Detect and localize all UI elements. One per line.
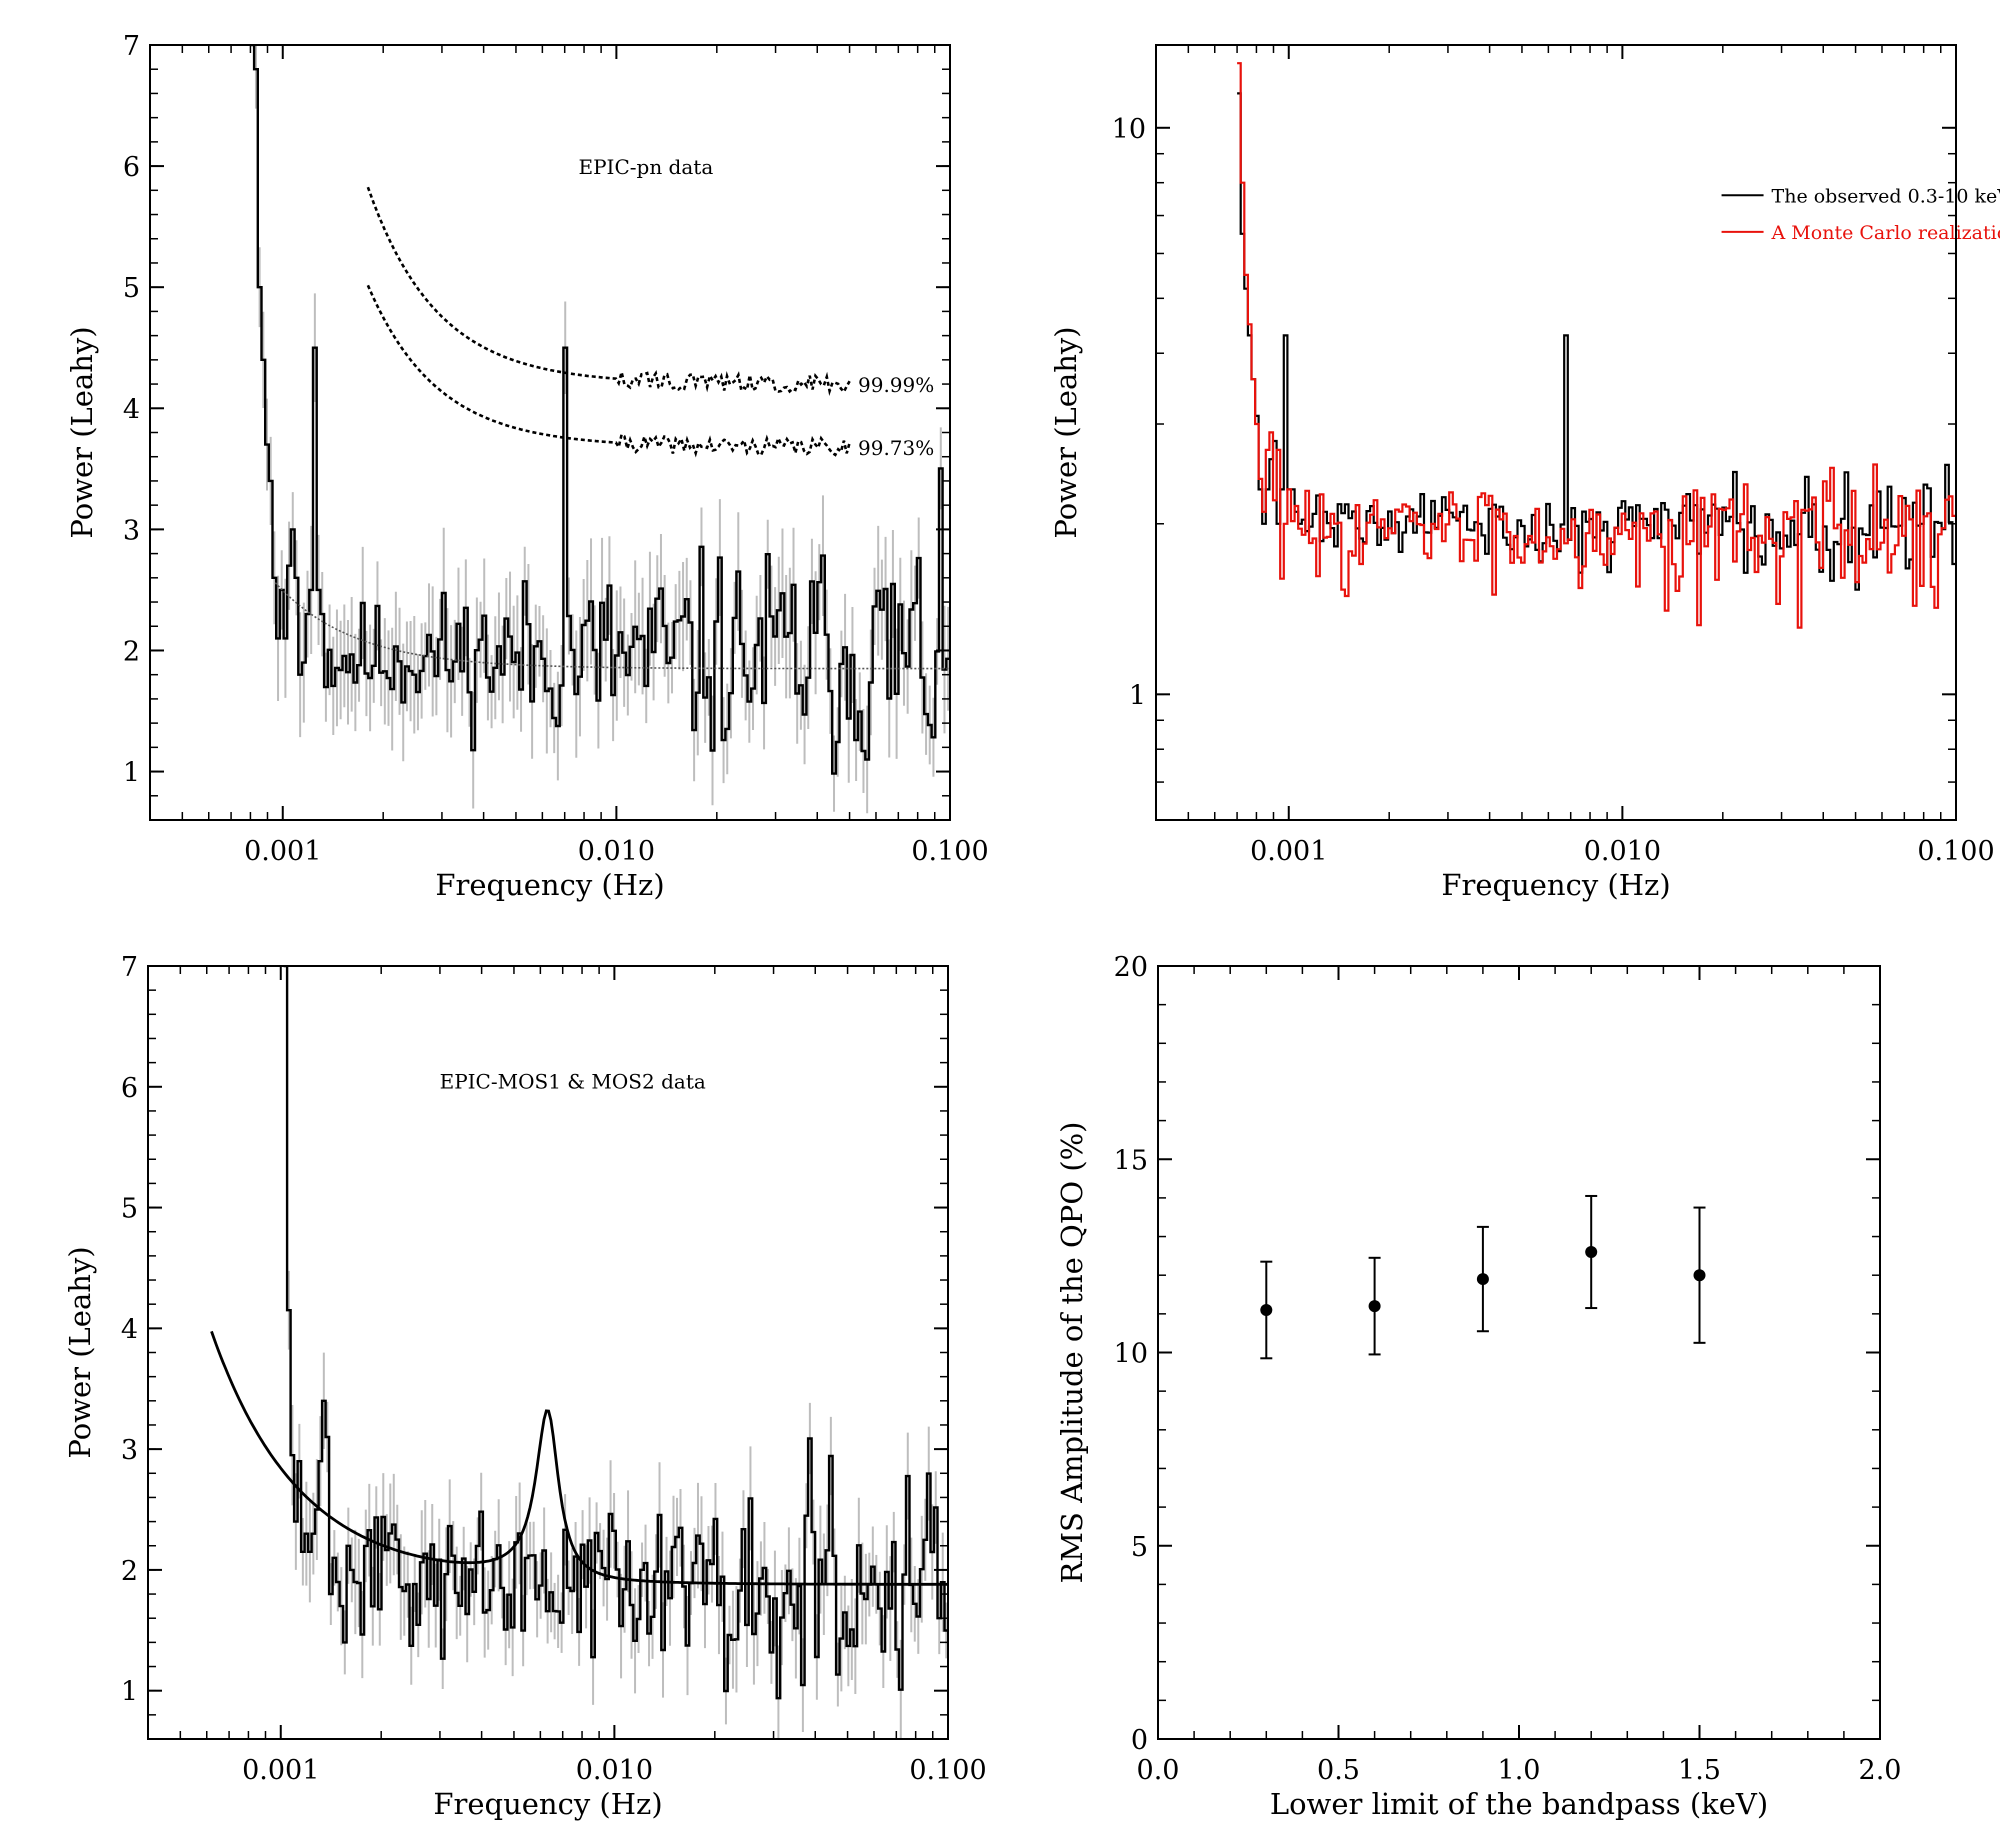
- y-tick-label: 7: [123, 31, 140, 62]
- data-point: [1368, 1300, 1381, 1313]
- x-tick-label: 1.0: [1498, 1755, 1541, 1786]
- panel-epic-mos-pds: EPIC-MOS1 & MOS2 data 0.001 0.010 0.100 1 2 3 4…: [63, 952, 987, 1821]
- y-tick-label: 10: [1112, 114, 1146, 145]
- y-tick-label: 15: [1114, 1145, 1148, 1176]
- y-axis-title: Power (Leahy): [63, 1246, 97, 1458]
- model-fit-curve: [274, 582, 950, 670]
- y-tick-label: 5: [121, 1194, 138, 1225]
- x-tick-label: 0.001: [1250, 836, 1327, 867]
- x-tick-label: 0.100: [909, 1755, 986, 1786]
- y-tick-label: 1: [1129, 680, 1146, 711]
- x-tick-label: 0.100: [1917, 836, 1994, 867]
- x-axis-title: Lower limit of the bandpass (keV): [1270, 1787, 1768, 1821]
- y-tick-label: 0: [1131, 1725, 1148, 1756]
- data-point: [1260, 1303, 1273, 1316]
- plot-frame: [1155, 44, 1957, 821]
- y-tick-label: 1: [121, 1677, 138, 1708]
- x-tick-label: 0.100: [911, 836, 988, 867]
- panel-annotation: EPIC-MOS1 & MOS2 data: [440, 1070, 706, 1094]
- plot-area: [210, 966, 948, 1739]
- y-axis-title: Power (Leahy): [65, 326, 99, 538]
- data-point: [1476, 1273, 1489, 1286]
- y-tick-label: 5: [1131, 1532, 1148, 1563]
- y-tick-label: 6: [121, 1073, 138, 1104]
- y-tick-label: 10: [1114, 1339, 1148, 1370]
- y-tick-label: 6: [123, 152, 140, 183]
- y-tick-label: 7: [121, 952, 138, 983]
- y-tick-label: 3: [121, 1435, 138, 1466]
- x-tick-label: 0.010: [578, 836, 655, 867]
- x-tick-label: 1.5: [1678, 1755, 1721, 1786]
- monte-carlo-pds-histogram: [1237, 62, 1956, 629]
- y-tick-label: 4: [123, 394, 140, 425]
- model-fit-curve: [210, 1330, 948, 1586]
- pds-histogram: [283, 966, 948, 1700]
- panel-pds-monte-carlo-comparison: The observed 0.3-10 keV EPIC-pn PDS of I…: [1049, 44, 2000, 902]
- y-tick-label: 2: [123, 636, 140, 667]
- y-tick-label: 5: [123, 273, 140, 304]
- y-tick-label: 3: [123, 515, 140, 546]
- y-tick-label: 4: [121, 1314, 138, 1345]
- confidence-curve: [366, 186, 851, 396]
- confidence-curve: [366, 284, 851, 458]
- x-tick-label: 0.010: [576, 1755, 653, 1786]
- y-axis-title: Power (Leahy): [1049, 326, 1083, 538]
- x-tick-label: 0.5: [1317, 1755, 1360, 1786]
- x-tick-label: 2.0: [1859, 1755, 1902, 1786]
- data-point: [1585, 1246, 1598, 1259]
- legend-label: A Monte Carlo realization of the PDS: [1771, 222, 2000, 244]
- panel-annotation: EPIC-pn data: [579, 155, 714, 179]
- data-point: [1693, 1269, 1706, 1282]
- pds-histogram: [250, 45, 950, 775]
- legend-label: The observed 0.3-10 keV EPIC-pn PDS of I…: [1772, 185, 2000, 207]
- y-tick-label: 2: [121, 1556, 138, 1587]
- y-axis-title: RMS Amplitude of the QPO (%): [1055, 1121, 1089, 1583]
- plot-area: [250, 45, 950, 814]
- confidence-label: 99.73%: [858, 436, 934, 460]
- y-tick-label: 1: [123, 758, 140, 789]
- x-tick-label: 0.010: [1584, 836, 1661, 867]
- x-axis-title: Frequency (Hz): [433, 1787, 662, 1821]
- x-axis-title: Frequency (Hz): [1441, 868, 1670, 902]
- x-tick-label: 0.0: [1137, 1755, 1180, 1786]
- x-tick-label: 0.001: [244, 836, 321, 867]
- panel-rms-amplitude-vs-bandpass: 0.0 0.5 1.0 1.5 2.0 0 5 10 15 20 Lower limit of th…: [1055, 952, 1901, 1821]
- plot-area: [1237, 62, 1956, 629]
- panel-epic-pn-pds: 99.99% 99.73% EPIC-pn data 0.001 0.010 0.100 1…: [65, 31, 989, 902]
- x-tick-label: 0.001: [242, 1755, 319, 1786]
- confidence-label: 99.99%: [858, 373, 934, 397]
- x-axis-title: Frequency (Hz): [435, 868, 664, 902]
- y-tick-label: 20: [1114, 952, 1148, 983]
